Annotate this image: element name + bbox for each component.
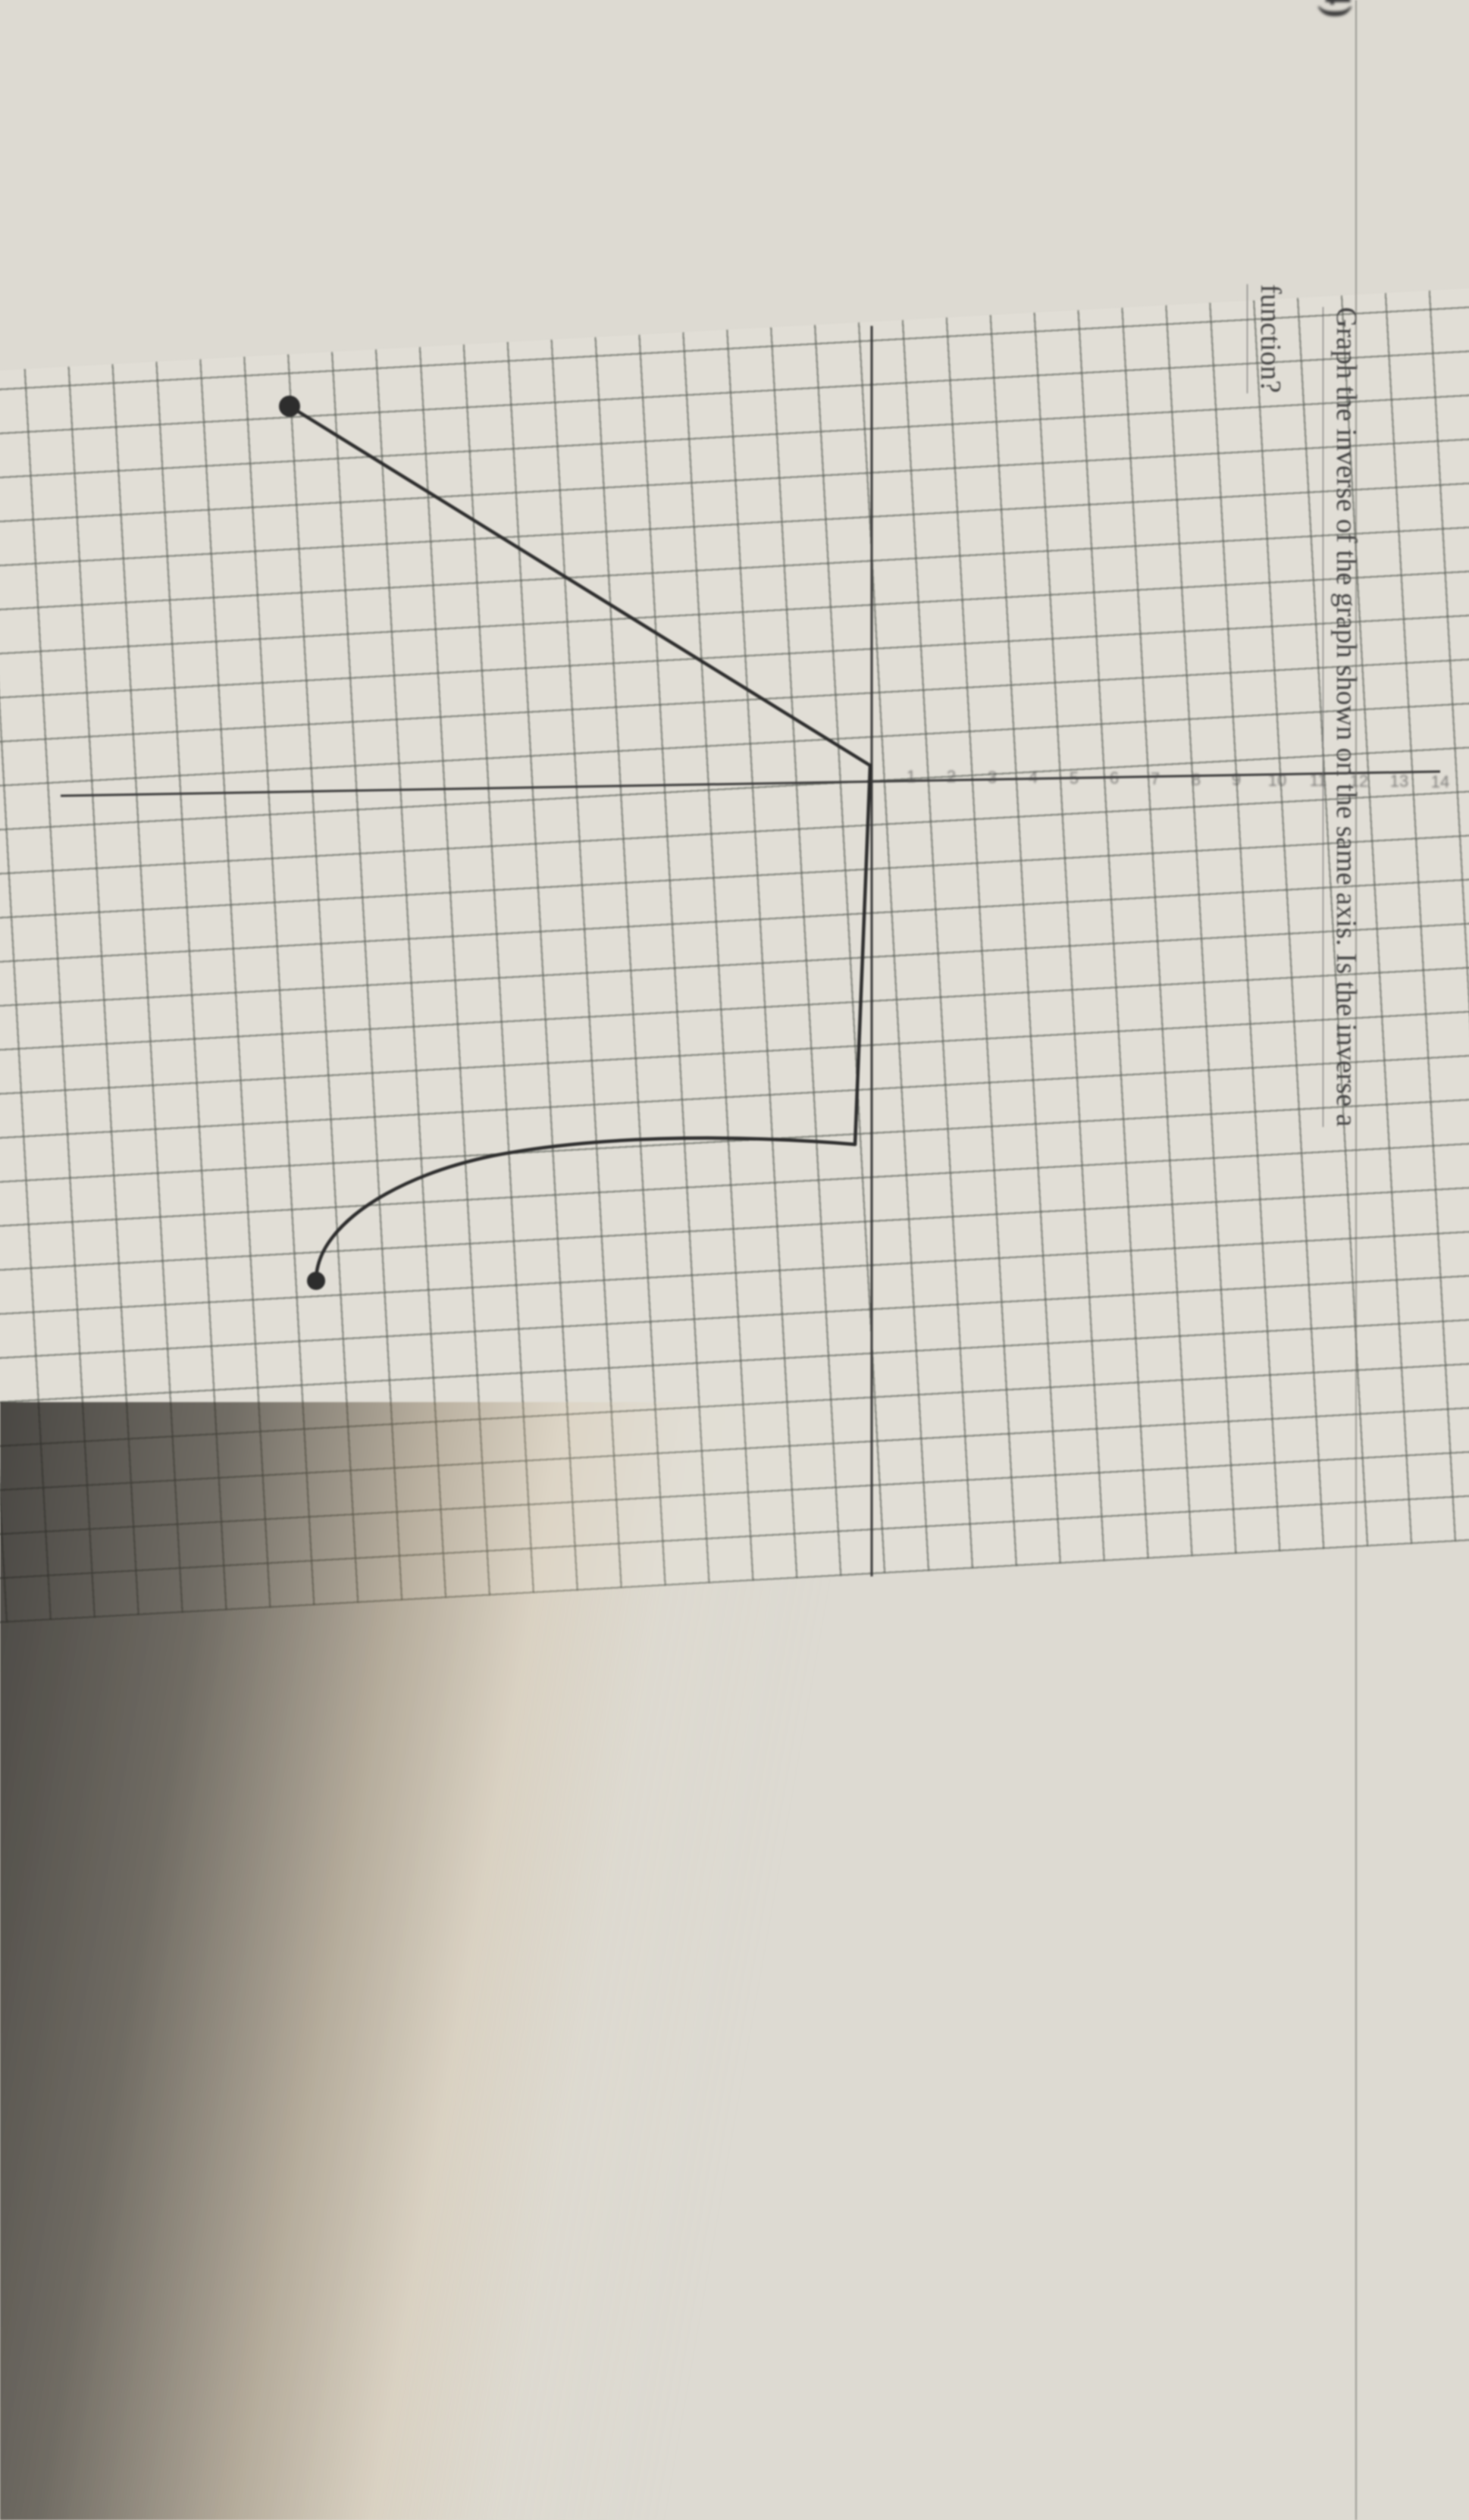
svg-text:5: 5 xyxy=(1070,769,1079,787)
svg-text:3: 3 xyxy=(988,768,997,787)
svg-text:6: 6 xyxy=(1110,769,1119,787)
svg-text:13: 13 xyxy=(1390,772,1408,790)
svg-text:1: 1 xyxy=(907,767,916,786)
svg-text:9: 9 xyxy=(1232,770,1241,789)
svg-text:7: 7 xyxy=(1151,769,1160,788)
svg-text:4: 4 xyxy=(1029,768,1038,787)
svg-text:14: 14 xyxy=(1431,772,1449,791)
svg-text:8: 8 xyxy=(1192,770,1201,789)
svg-text:2: 2 xyxy=(947,767,956,786)
svg-text:10: 10 xyxy=(1268,771,1286,790)
